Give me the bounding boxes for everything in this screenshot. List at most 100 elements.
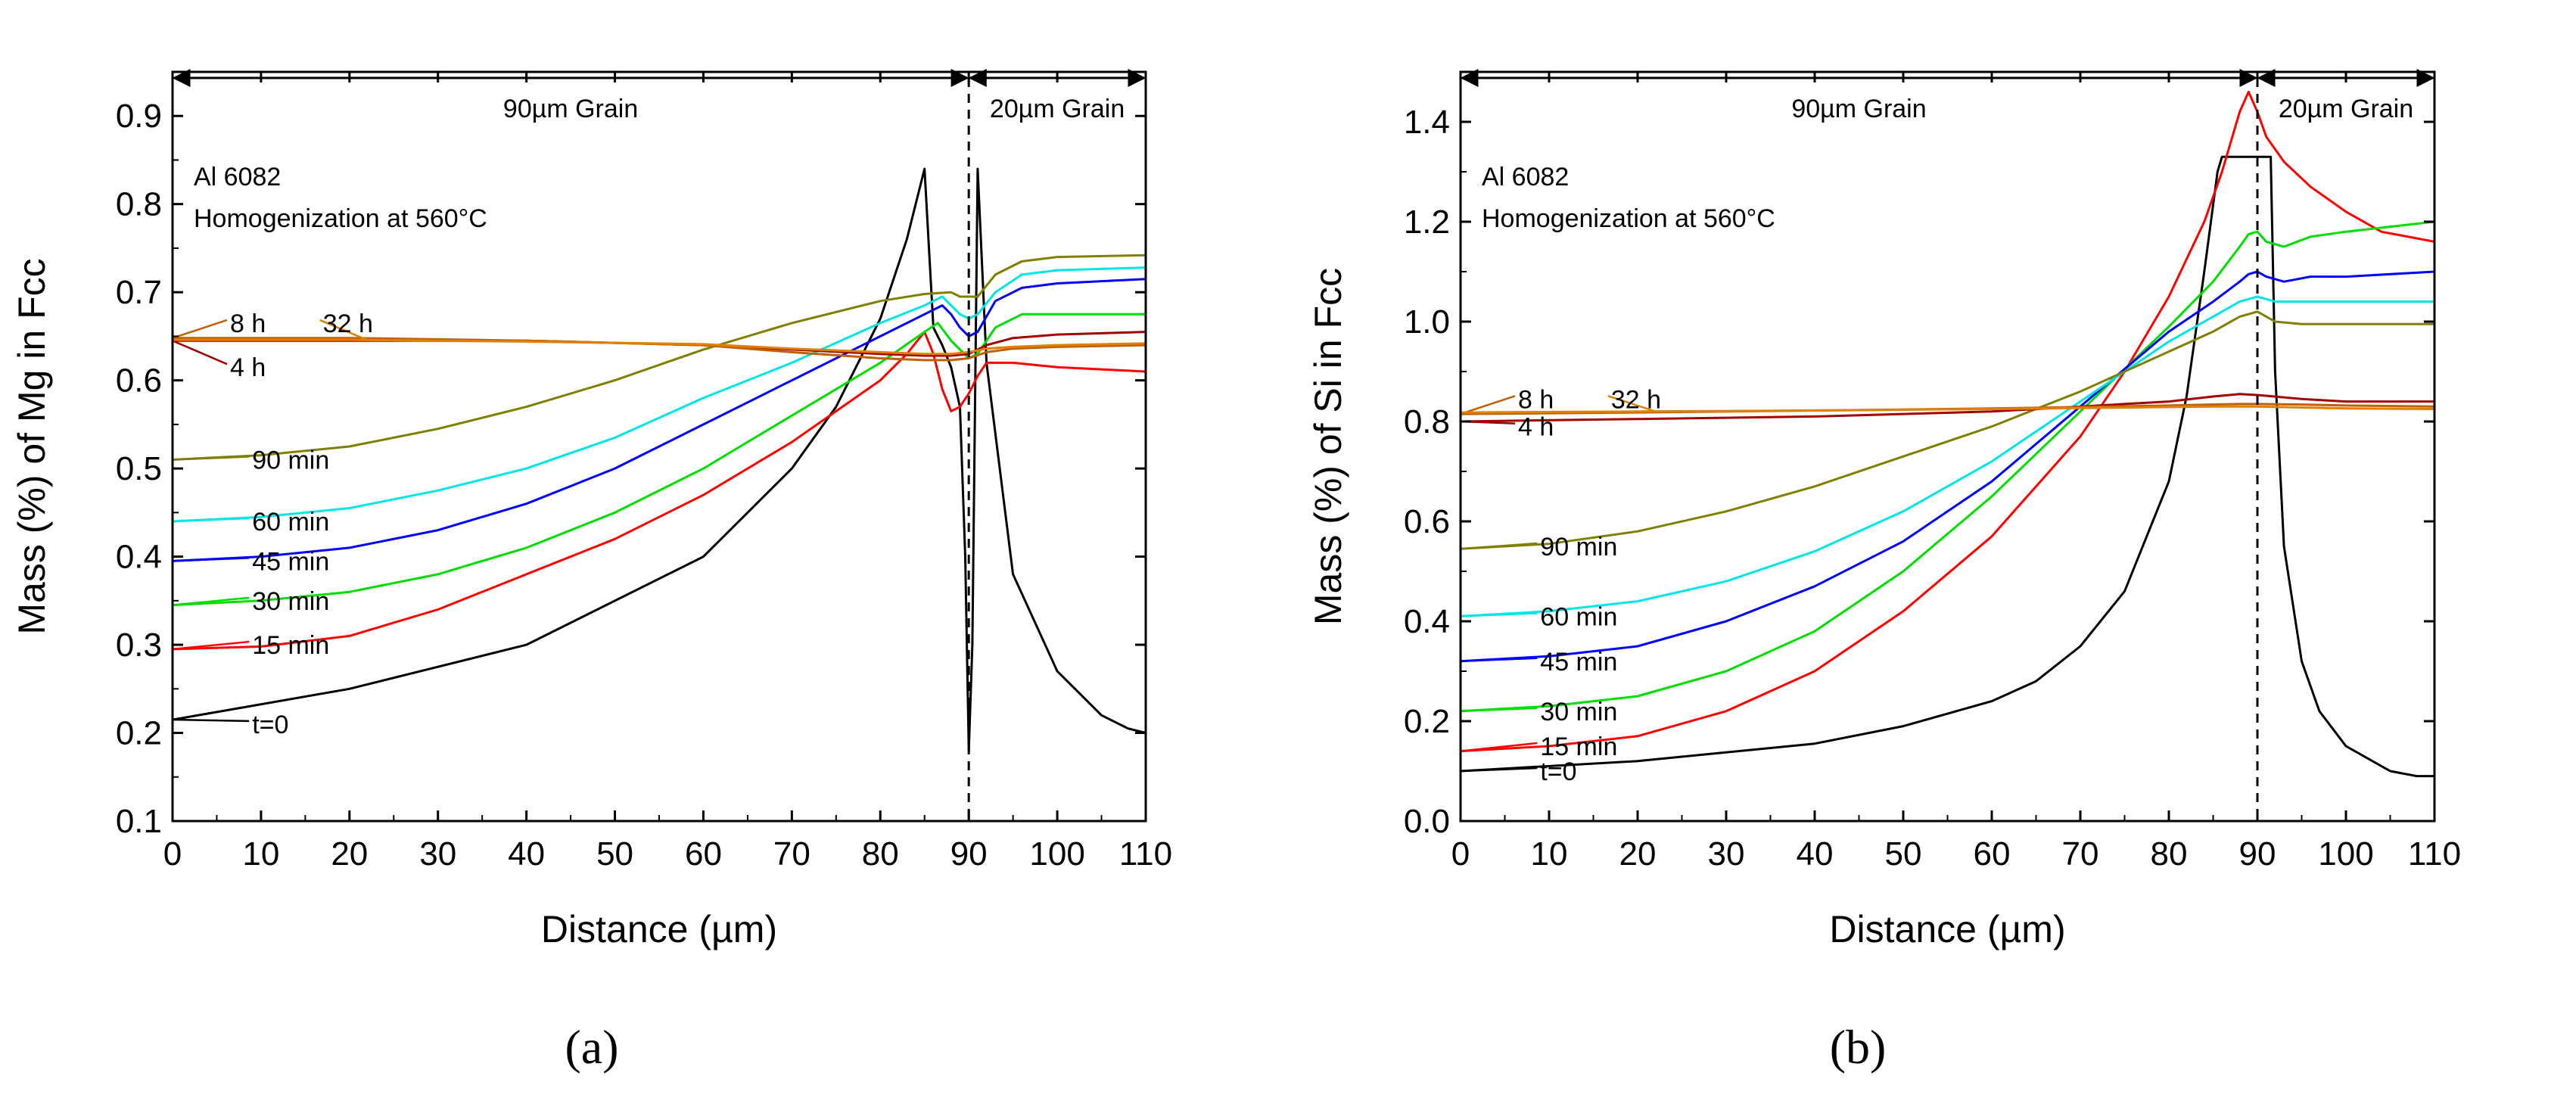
y-tick-label: 1.2 xyxy=(1404,204,1450,241)
x-tick-label: 20 xyxy=(331,835,368,872)
x-tick-label: 0 xyxy=(1451,835,1470,872)
series-label: 45 min xyxy=(1540,648,1617,677)
series-label-leader xyxy=(1460,612,1538,617)
chart-mg: t=0 15 min 30 min 45 min 60 min 90 min 4 h 8 h 3… xyxy=(11,69,1172,1074)
condition-label: Homogenization at 560°C xyxy=(1482,204,1775,233)
series-label: 30 min xyxy=(252,587,329,616)
y-tick-label: 0.4 xyxy=(116,539,162,576)
series-label-leader xyxy=(1460,742,1538,752)
series-label-leader xyxy=(1460,395,1516,415)
series-label-leader xyxy=(1460,657,1538,663)
y-tick-label: 0.8 xyxy=(1404,403,1450,440)
x-tick-label: 70 xyxy=(2062,835,2099,872)
series-label-leader xyxy=(172,456,250,461)
y-tick-label: 1.4 xyxy=(1404,104,1450,141)
ticks-layer: 0 10 20 30 40 50 60 70 80 90 100 110 0.1 0.2 0.3 0.4 0.5… xyxy=(116,72,1172,872)
x-tick-label: 80 xyxy=(2151,835,2188,872)
series-label: t=0 xyxy=(252,711,288,739)
series-label-leader xyxy=(319,319,368,341)
series-line-60-min xyxy=(172,266,1146,523)
x-tick-label: 50 xyxy=(1885,835,1922,872)
alloy-label: Al 6082 xyxy=(1482,163,1569,191)
series-label-leader xyxy=(172,517,250,523)
x-tick-label: 70 xyxy=(773,835,810,872)
condition-label: Homogenization at 560°C xyxy=(194,204,487,233)
x-tick-label: 40 xyxy=(1797,835,1834,872)
series-line-90-min xyxy=(1460,310,2434,550)
series-label-leader xyxy=(172,596,250,606)
series-label: 4 h xyxy=(1518,413,1554,442)
series-line-t-0 xyxy=(172,167,1146,752)
series-label: 32 h xyxy=(1611,385,1661,414)
series-line-32-h xyxy=(1460,405,2435,414)
series-label-leader xyxy=(172,340,228,365)
series-label: 8 h xyxy=(1518,385,1554,414)
series-label-leader xyxy=(172,319,228,339)
y-tick-label: 0.2 xyxy=(116,715,162,752)
series-line-32-h xyxy=(173,338,1146,356)
series-line-4-h xyxy=(1460,393,2434,423)
series-line-45-min xyxy=(172,278,1146,562)
series-label: 32 h xyxy=(323,309,373,338)
series-label-leader xyxy=(1460,707,1538,713)
x-tick-label: 10 xyxy=(242,835,279,872)
series-line-30-min xyxy=(1460,220,2435,713)
x-tick-label: 90 xyxy=(950,835,988,872)
x-tick-label: 60 xyxy=(1974,835,2011,872)
series-label: 15 min xyxy=(1540,733,1617,761)
x-tick-label: 10 xyxy=(1531,835,1568,872)
alloy-label: Al 6082 xyxy=(194,163,281,191)
x-tick-label: 90 xyxy=(2239,835,2276,872)
x-tick-label: 100 xyxy=(2318,835,2373,872)
y-tick-label: 0.5 xyxy=(116,450,162,487)
x-tick-label: 60 xyxy=(685,835,722,872)
series-label: 8 h xyxy=(230,309,266,338)
x-tick-label: 30 xyxy=(1708,835,1745,872)
y-axis-label: Mass (%) of Mg in Fcc xyxy=(11,258,53,634)
x-tick-label: 110 xyxy=(1119,835,1172,872)
series-label: 4 h xyxy=(230,353,266,382)
series-line-15-min xyxy=(172,331,1146,651)
series-line-90-min xyxy=(172,254,1146,461)
y-tick-label: 0.8 xyxy=(116,186,162,223)
x-tick-label: 100 xyxy=(1029,835,1084,872)
series-label: 60 min xyxy=(252,508,329,537)
y-tick-label: 0.3 xyxy=(116,627,162,664)
series-label-leader xyxy=(1460,542,1538,550)
x-tick-label: 0 xyxy=(163,835,182,872)
x-tick-label: 20 xyxy=(1619,835,1657,872)
right-grain-label: 20µm Grain xyxy=(2279,95,2413,123)
y-tick-label: 0.9 xyxy=(116,98,162,135)
y-tick-label: 0.6 xyxy=(1404,503,1450,540)
series-label: 60 min xyxy=(1540,602,1617,631)
y-tick-label: 0.0 xyxy=(1404,803,1450,840)
y-axis-label: Mass (%) of Si in Fcc xyxy=(1307,268,1349,625)
series-label: 45 min xyxy=(252,547,329,576)
series-label: 90 min xyxy=(1540,533,1617,561)
series-layer: t=015 min 30 min 45 min 60 min 90 min 4 h8 h 3… xyxy=(1460,90,2435,786)
left-grain-label: 90µm Grain xyxy=(503,95,638,123)
y-tick-label: 0.1 xyxy=(116,803,162,840)
series-label: 90 min xyxy=(252,446,329,474)
y-tick-label: 0.7 xyxy=(116,274,162,311)
x-tick-label: 110 xyxy=(2408,835,2461,872)
x-tick-label: 30 xyxy=(419,835,456,872)
series-label: 30 min xyxy=(1540,698,1617,726)
left-grain-label: 90µm Grain xyxy=(1791,95,1926,123)
x-tick-label: 40 xyxy=(508,835,545,872)
series-label-leader xyxy=(172,718,250,723)
series-line-t-0 xyxy=(1460,155,2434,778)
y-tick-label: 0.2 xyxy=(1404,703,1450,740)
series-label-leader xyxy=(172,640,250,651)
right-grain-label: 20µm Grain xyxy=(990,95,1125,123)
series-line-45-min xyxy=(1460,270,2435,663)
y-tick-label: 0.6 xyxy=(116,362,162,400)
series-line-30-min xyxy=(172,313,1146,607)
y-tick-label: 0.4 xyxy=(1404,603,1450,640)
series-label: 15 min xyxy=(252,631,329,660)
panel-label: (b) xyxy=(1830,1020,1887,1074)
x-tick-label: 80 xyxy=(862,835,899,872)
series-label: t=0 xyxy=(1540,757,1576,786)
series-label-leader xyxy=(1607,395,1656,412)
